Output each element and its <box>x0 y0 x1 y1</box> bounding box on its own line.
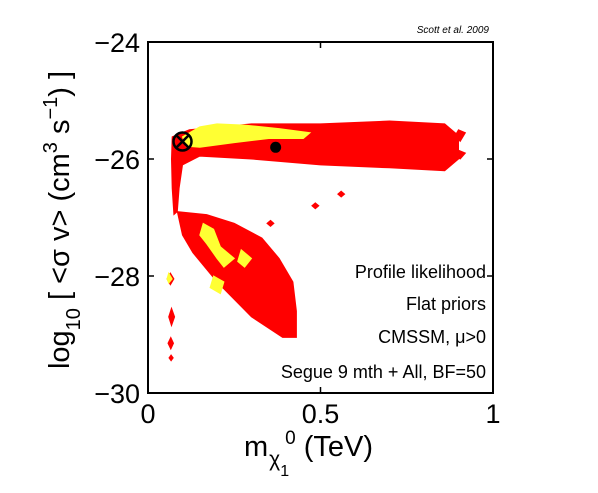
x-tick-label-1: 0.5 <box>302 399 340 429</box>
svg-text:log10 [ <σ v> (cm3 s−1) ]: log10 [ <σ v> (cm3 s−1) ] <box>40 71 85 369</box>
x-label-sub: χ <box>269 448 280 471</box>
y-label-post: ) ] <box>44 71 76 97</box>
region-outer-2 <box>454 129 467 143</box>
region-inner-4 <box>166 271 173 284</box>
x-tick-label-2: 1 <box>485 399 500 429</box>
annotation-flat-priors: Flat priors <box>406 294 486 314</box>
x-label-sup: 0 <box>285 428 296 449</box>
region-outer-10 <box>266 219 275 227</box>
region-outer-5 <box>168 306 176 328</box>
best-fit-marker <box>172 131 193 152</box>
region-inner-3 <box>237 248 253 268</box>
ticks: 0 0.5 1 −30 −28 −26 −24 <box>94 28 500 429</box>
region-inner-0 <box>181 123 312 148</box>
region-inner-1 <box>199 222 236 268</box>
y-tick-label-0: −30 <box>94 379 140 409</box>
y-label-mid: [ <σ v> (cm <box>44 153 76 308</box>
region-outer-3 <box>454 149 467 160</box>
markers <box>172 131 282 153</box>
region-outer-0 <box>170 120 459 216</box>
y-label-sub: 10 <box>63 308 85 330</box>
region-outer-7 <box>168 354 174 362</box>
annotation-cmssm: CMSSM, μ>0 <box>378 327 486 347</box>
region-outer-9 <box>311 202 320 210</box>
credit-text: Scott et al. 2009 <box>417 25 490 36</box>
region-outer-6 <box>167 336 175 351</box>
y-tick-label-1: −28 <box>94 262 140 292</box>
y-label-pre: log <box>44 330 76 369</box>
x-label-subsub: 1 <box>280 463 289 480</box>
region-outer-8 <box>337 190 346 198</box>
y-label-sup1: 3 <box>40 142 62 153</box>
likelihood-regions <box>166 120 467 362</box>
y-label-mid2: s <box>44 120 76 143</box>
region-inner-2 <box>209 275 225 295</box>
x-label-main: m <box>244 431 268 463</box>
x-axis-label: mχ1 0 (TeV) <box>244 428 373 480</box>
annotation-profile-likelihood: Profile likelihood <box>355 262 486 282</box>
y-label-sup2: −1 <box>40 97 62 120</box>
best-fit-cross-b <box>175 134 190 149</box>
svg-text:mχ10 (TeV): mχ1 0 (TeV) <box>244 428 373 480</box>
y-axis-label: log10 [ <σ v> (cm3 s−1) ] <box>40 71 85 369</box>
annotation-segue: Segue 9 mth + All, BF=50 <box>281 362 486 382</box>
x-label-unit: (TeV) <box>296 431 373 463</box>
x-tick-label-0: 0 <box>140 399 155 429</box>
region-outer-1 <box>176 211 297 338</box>
posterior-mean-marker <box>270 141 282 153</box>
y-tick-label-2: −26 <box>94 145 140 175</box>
y-tick-label-3: −24 <box>94 28 140 58</box>
